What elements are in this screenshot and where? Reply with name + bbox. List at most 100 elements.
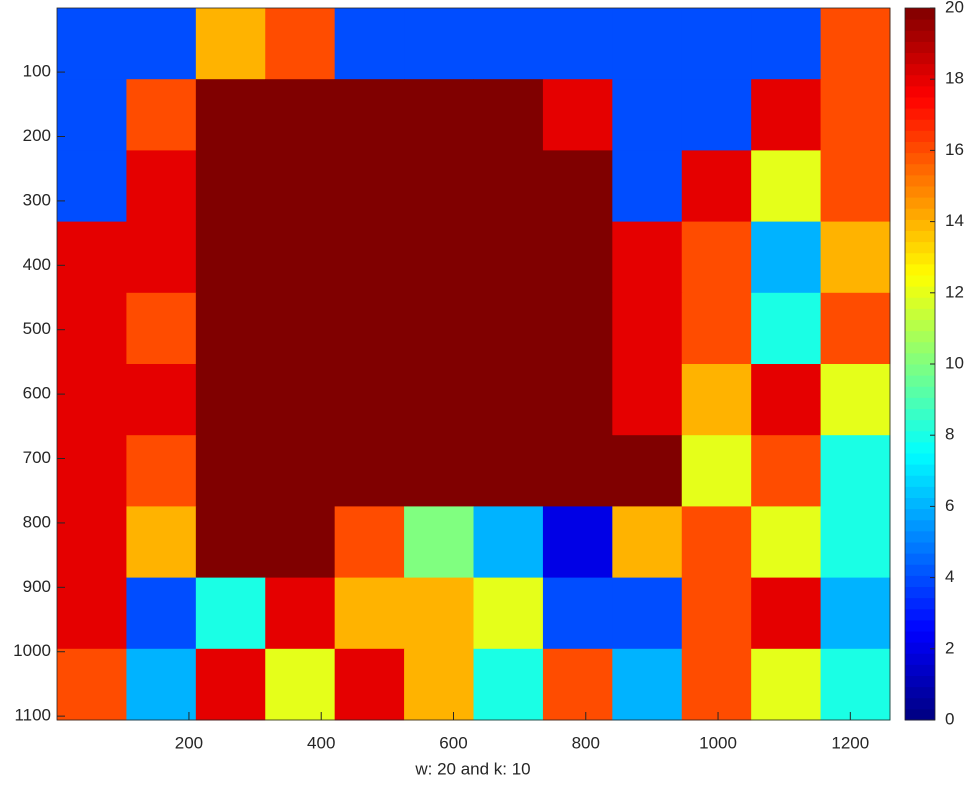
heatmap-cell [126,292,197,365]
heatmap-cell [195,506,266,579]
colorbar-swatch [905,597,935,610]
x-tick-label: 1000 [699,733,737,752]
colorbar-swatch [905,519,935,532]
heatmap-cell [542,648,613,721]
heatmap-cell [126,79,197,151]
heatmap-cell [57,435,127,507]
x-tick-label: 1200 [831,733,869,752]
colorbar-tick-label: 4 [945,567,954,586]
heatmap-cell [126,221,197,294]
heatmap-cell [681,8,752,80]
heatmap-cell [404,577,474,650]
heatmap-cell [612,150,683,223]
colorbar-swatch [905,697,935,710]
heatmap-cell [612,364,683,436]
colorbar-swatch [905,664,935,676]
heatmap-cell [126,435,197,507]
x-axis-label: w: 20 and k: 10 [414,759,530,778]
colorbar-tick-label: 14 [945,211,964,230]
colorbar-swatch [905,608,935,621]
colorbar-swatch [905,386,935,398]
heatmap-cell [57,364,127,436]
colorbar-tick-label: 10 [945,353,964,372]
colorbar-swatch [905,575,935,587]
colorbar-swatch [905,319,935,332]
heatmap-cell [265,435,336,507]
y-tick-label: 800 [23,512,51,531]
colorbar-swatch [905,63,935,76]
colorbar-swatch [905,130,935,142]
heatmap-cell [681,364,752,436]
colorbar-swatch [905,642,935,654]
colorbar-swatch [905,286,935,298]
heatmap-cell [265,364,336,436]
heatmap-cell [820,292,891,365]
colorbar-swatch [905,497,935,510]
heatmap-cell [820,577,891,650]
heatmap-cell [681,79,752,151]
heatmap-cell [751,292,822,365]
heatmap-cell [820,648,891,721]
heatmap-cell [334,292,405,365]
heatmap-cell [751,221,822,294]
heatmap-cell [265,8,336,80]
heatmap-cell [681,292,752,365]
heatmap-cell [57,577,127,650]
colorbar-tick-label: 8 [945,425,954,444]
y-tick-label: 700 [23,448,51,467]
colorbar-swatch [905,230,935,243]
heatmap-cell [820,79,891,151]
colorbar-swatch [905,119,935,131]
heatmap-cell [751,8,822,80]
heatmap-cell [751,364,822,436]
colorbar-swatch [905,252,935,265]
colorbar-swatch [905,108,935,120]
colorbar-tick-label: 20 [945,0,964,16]
y-tick-label: 1000 [13,641,51,660]
heatmap-cell [612,8,683,80]
colorbar-swatch [905,542,935,554]
heatmap-cell [265,79,336,151]
heatmap-cell [542,79,613,151]
heatmap-cell [404,506,474,579]
colorbar-swatch [905,275,935,287]
plot-frame [56,7,891,721]
heatmap-cell [334,221,405,294]
heatmap-cell [681,577,752,650]
y-tick-label: 500 [23,319,51,338]
colorbar-swatch [905,174,935,187]
colorbar-swatch [905,430,935,443]
heatmap-cell [473,506,544,579]
heatmap-cell [820,506,891,579]
heatmap-cell [820,364,891,436]
heatmap-cell [612,648,683,721]
colorbar-swatch [905,475,935,487]
heatmap-cell [57,648,127,721]
heatmap-cell [542,292,613,365]
heatmap-cell [334,506,405,579]
heatmap-cell [334,8,405,80]
colorbar-swatch [905,85,935,98]
colorbar-swatch [905,341,935,354]
colorbar-swatch [905,30,935,42]
heatmap-cell [473,435,544,507]
colorbar-swatch [905,453,935,465]
heatmap-cell [57,221,127,294]
colorbar-swatch [905,74,935,87]
heatmap-cell [542,506,613,579]
colorbar-swatch [905,686,935,699]
colorbar-swatch [905,97,935,109]
colorbar-swatch [905,619,935,632]
colorbar-swatch [905,508,935,521]
heatmap-cell [612,79,683,151]
heatmap-cell [751,506,822,579]
heatmap-cell [57,8,127,80]
heatmap-cell [612,506,683,579]
heatmap-cell [265,292,336,365]
x-tick-label: 800 [572,733,600,752]
heatmap-cell [473,577,544,650]
heatmap-cell [334,435,405,507]
colorbar-swatch [905,675,935,688]
heatmap-cell [404,435,474,507]
colorbar-swatch [905,263,935,276]
